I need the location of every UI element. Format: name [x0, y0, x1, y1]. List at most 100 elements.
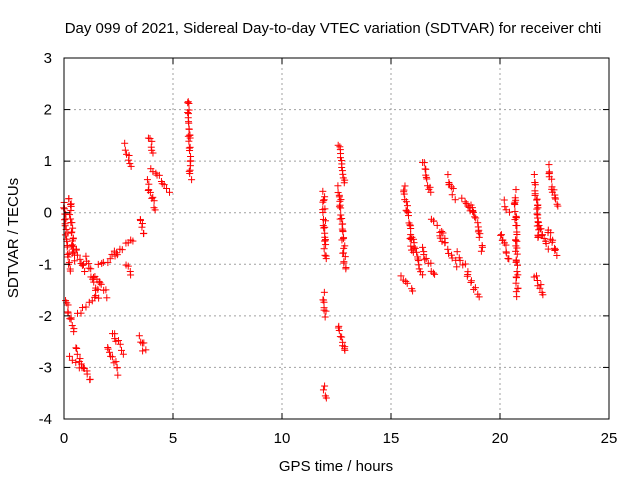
data-point — [533, 272, 541, 280]
data-point — [146, 188, 154, 196]
data-point — [512, 186, 520, 194]
data-point — [464, 271, 472, 279]
data-point — [334, 141, 342, 149]
data-point — [118, 346, 126, 354]
data-point — [86, 375, 94, 383]
data-point — [64, 301, 72, 309]
data-point — [438, 227, 446, 235]
data-point — [500, 196, 508, 204]
data-point — [113, 364, 121, 372]
y-tick-label: 2 — [44, 102, 52, 119]
data-point — [186, 147, 194, 155]
data-point — [513, 293, 521, 301]
data-point — [127, 162, 135, 170]
data-point — [405, 212, 413, 220]
data-point — [66, 352, 74, 360]
data-point — [337, 196, 345, 204]
data-point — [83, 370, 91, 378]
data-point — [436, 234, 444, 242]
data-point — [335, 203, 343, 211]
data-point — [322, 255, 330, 263]
data-point — [407, 224, 415, 232]
data-point — [63, 243, 71, 251]
data-point — [68, 219, 76, 227]
data-point — [103, 294, 111, 302]
data-point — [531, 179, 539, 187]
data-point — [114, 337, 122, 345]
data-point — [534, 218, 542, 226]
data-point — [149, 193, 157, 201]
data-point — [423, 175, 431, 183]
data-point — [422, 254, 430, 262]
data-point — [66, 211, 74, 219]
data-point — [113, 249, 121, 257]
data-point — [338, 214, 346, 222]
data-point — [136, 217, 144, 225]
data-point — [72, 358, 80, 366]
data-point — [340, 179, 348, 187]
data-point — [402, 198, 410, 206]
x-tick-label: 0 — [60, 430, 68, 447]
data-point — [319, 196, 327, 204]
data-point — [340, 249, 348, 257]
data-point — [547, 229, 555, 237]
data-point — [420, 248, 428, 256]
data-point — [336, 215, 344, 223]
data-point — [513, 228, 521, 236]
data-point — [188, 176, 196, 184]
data-point — [451, 196, 459, 204]
data-point — [475, 226, 483, 234]
data-point — [476, 230, 484, 238]
data-point — [497, 231, 505, 239]
data-point — [71, 257, 79, 265]
data-point — [534, 232, 542, 240]
data-points — [60, 98, 562, 402]
data-point — [320, 245, 328, 253]
data-point — [461, 198, 469, 206]
data-point — [472, 214, 480, 222]
data-point — [445, 249, 453, 257]
data-point — [139, 230, 147, 238]
data-point — [431, 270, 439, 278]
data-point — [478, 243, 486, 251]
data-point — [79, 364, 87, 372]
data-point — [533, 195, 541, 203]
data-point — [410, 243, 418, 251]
data-point — [513, 237, 521, 245]
axis-ticks — [63, 57, 610, 420]
data-point — [77, 309, 85, 317]
data-point — [118, 246, 126, 254]
data-point — [184, 118, 192, 126]
data-point — [453, 263, 461, 271]
data-point — [512, 222, 520, 230]
data-point — [453, 248, 461, 256]
data-point — [104, 259, 112, 267]
data-point — [137, 338, 145, 346]
data-point — [502, 241, 510, 249]
data-point — [470, 285, 478, 293]
data-point — [514, 285, 522, 293]
data-point — [433, 221, 441, 229]
x-tick-label: 20 — [492, 430, 509, 447]
data-point — [409, 287, 417, 295]
data-point — [406, 234, 414, 242]
data-point — [505, 208, 513, 216]
data-point — [72, 344, 80, 352]
data-point — [551, 245, 559, 253]
chart-title: Day 099 of 2021, Sidereal Day-to-day VTE… — [65, 20, 602, 37]
data-point — [415, 261, 423, 269]
data-point — [539, 291, 547, 299]
data-point — [511, 216, 519, 224]
data-point — [82, 252, 90, 260]
data-point — [497, 231, 505, 239]
x-axis-label: GPS time / hours — [279, 458, 393, 475]
data-point — [73, 345, 81, 353]
data-point — [419, 243, 427, 251]
data-point — [513, 268, 521, 276]
data-point — [184, 99, 192, 107]
data-point — [72, 246, 80, 254]
data-point — [549, 236, 557, 244]
data-point — [82, 303, 90, 311]
data-point — [339, 170, 347, 178]
data-point — [537, 281, 545, 289]
